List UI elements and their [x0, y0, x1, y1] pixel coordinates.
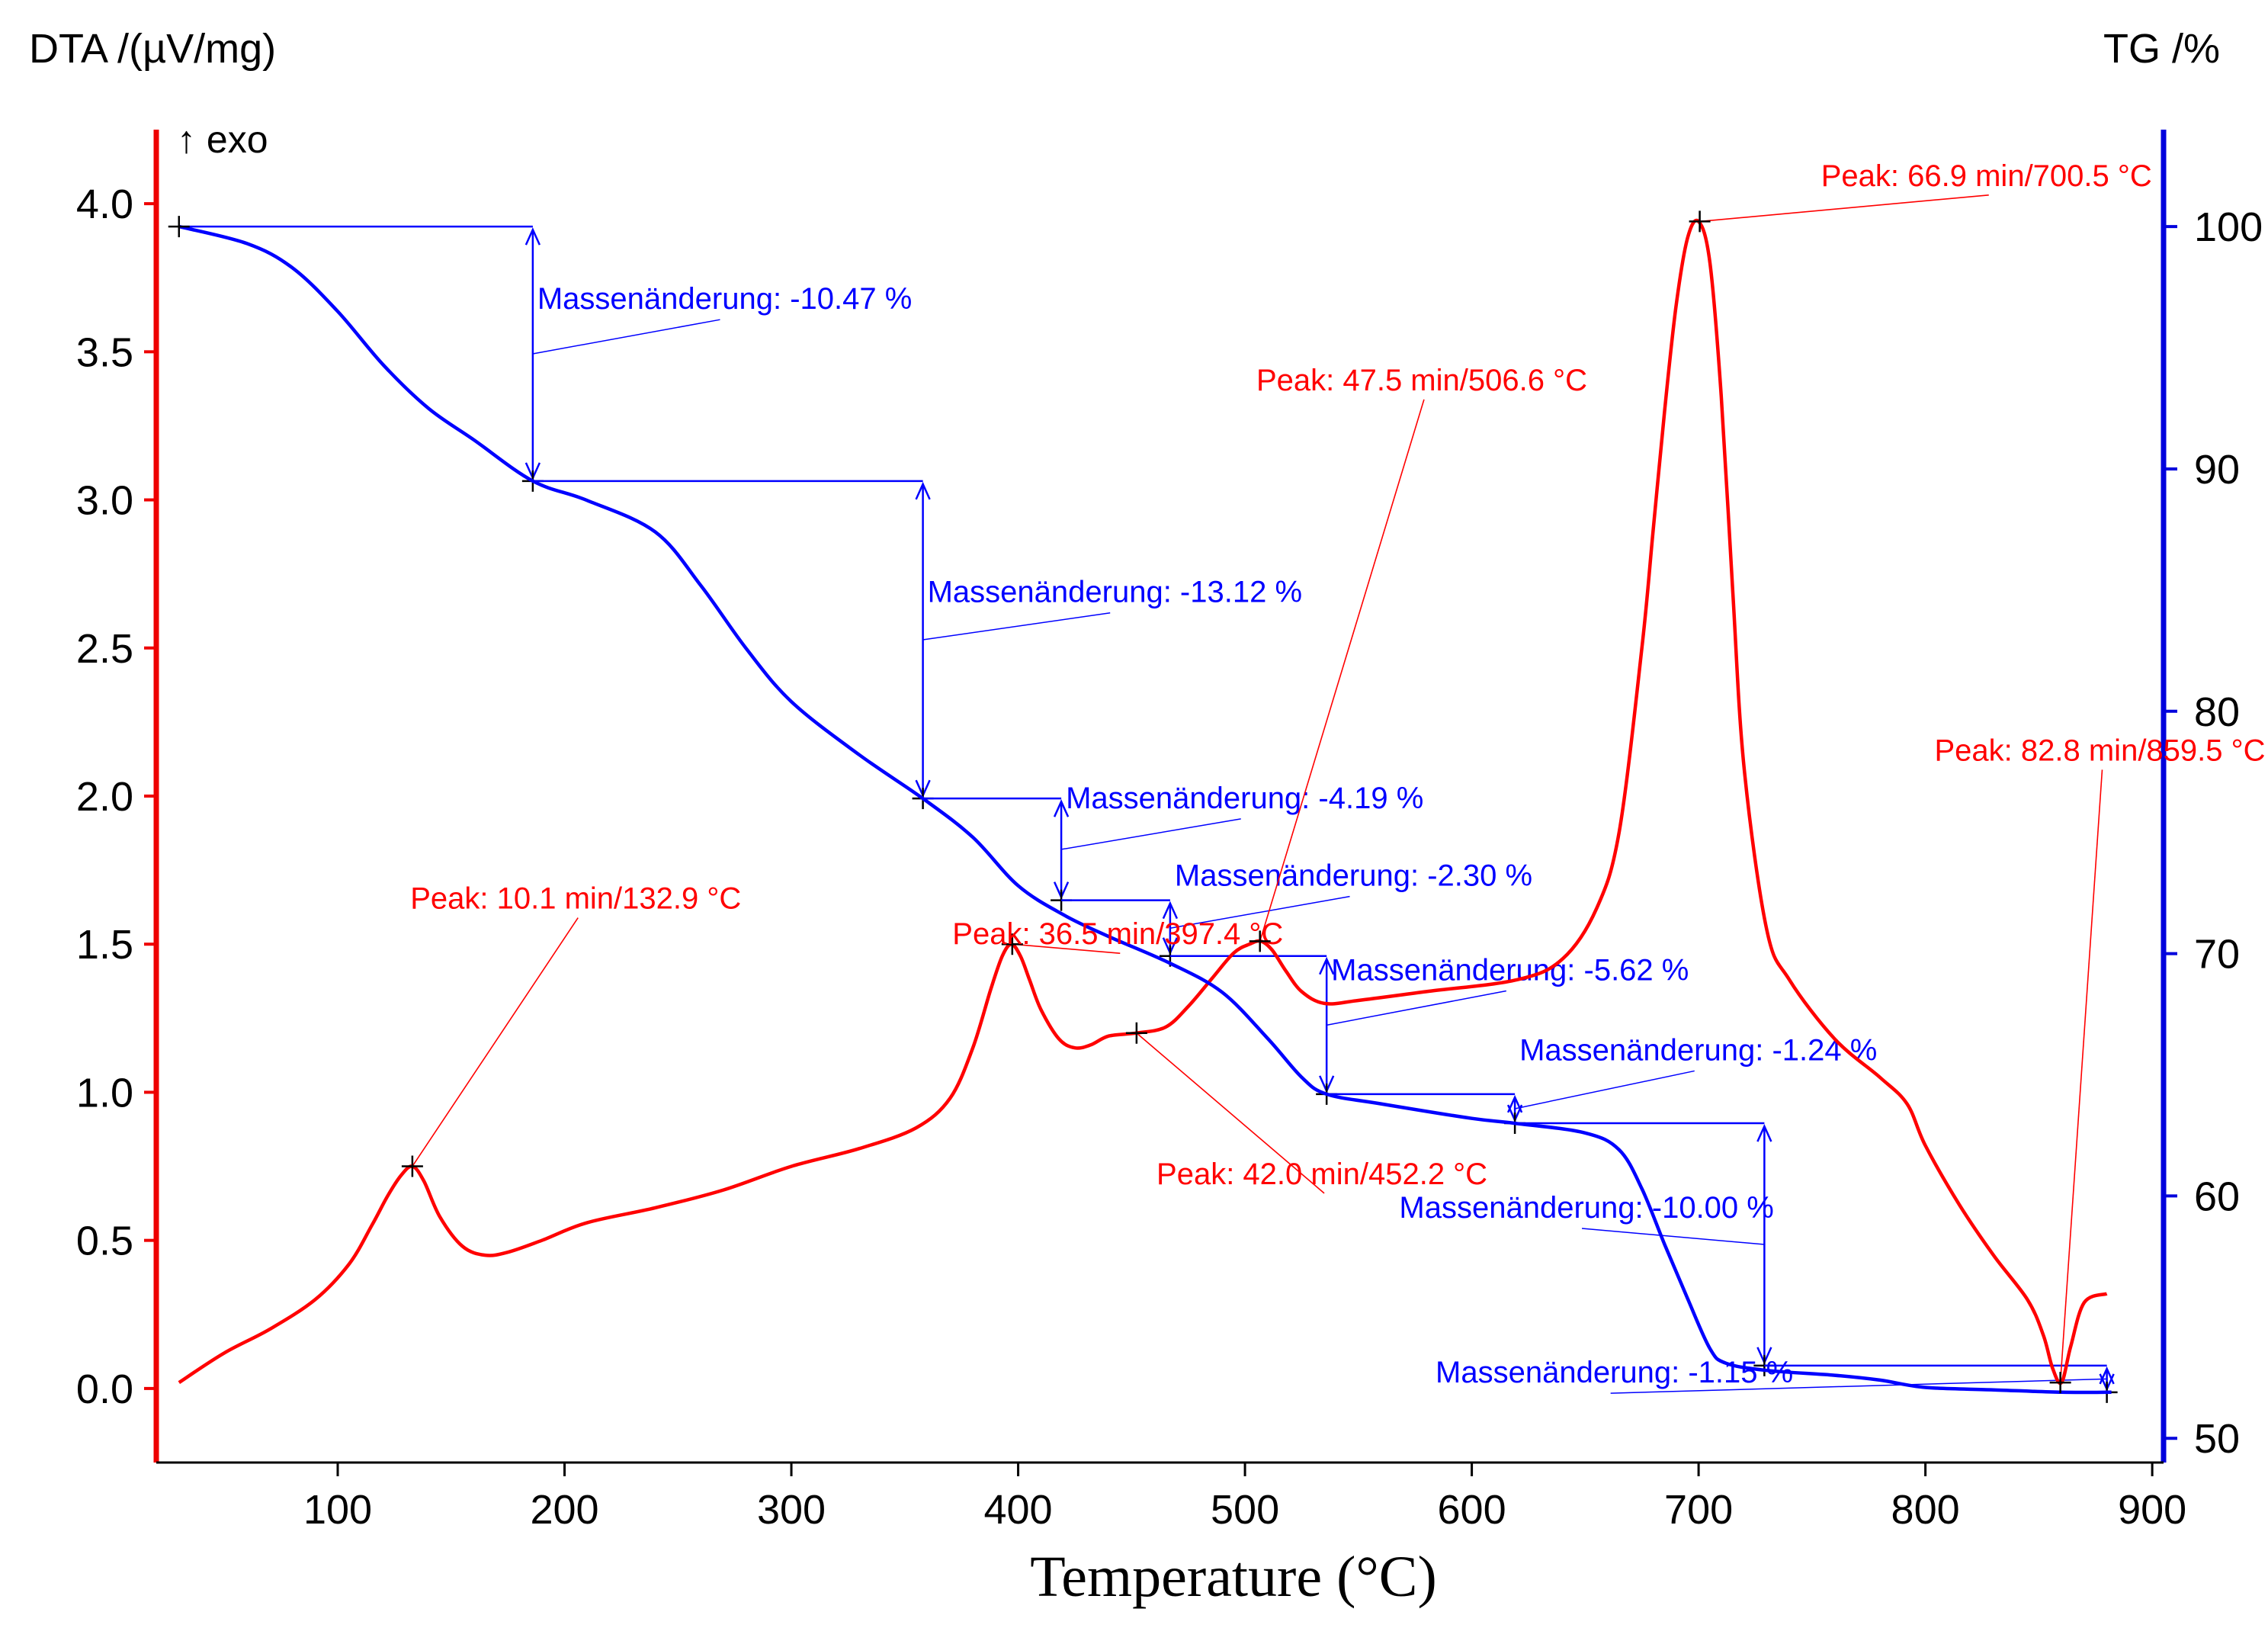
peak-leader [1259, 399, 1425, 942]
peak-marker [1001, 933, 1023, 955]
right-tick-label: 90 [2194, 447, 2240, 493]
mass-change-label: Massenänderung: -10.47 % [537, 282, 912, 316]
x-axis-title: Temperature (°C) [1030, 1545, 1437, 1609]
peak-marker [1249, 930, 1271, 952]
peak-annotations: Peak: 10.1 min/132.9 °C Peak: 36.5 min/39… [401, 159, 2266, 1394]
mass-change-leader [922, 612, 1111, 641]
mass-change-leader [1326, 990, 1506, 1026]
peak-label: Peak: 47.5 min/506.6 °C [1256, 364, 1587, 397]
dta-curve [178, 218, 2108, 1386]
peak-label: Peak: 66.9 min/700.5 °C [1821, 159, 2152, 193]
right-tick-label: 70 [2194, 932, 2240, 978]
peak-marker [1125, 1022, 1147, 1044]
peak-leader [1136, 1032, 1325, 1194]
mass-change-label: Massenänderung: -1.24 % [1519, 1033, 1877, 1067]
x-tick-label: 300 [757, 1487, 826, 1533]
mass-change-arrowhead [915, 481, 931, 500]
left-tick-label: 1.0 [76, 1070, 133, 1116]
right-tick-label: 80 [2194, 689, 2240, 735]
left-tick-label: 2.0 [76, 774, 133, 820]
left-tick-label: 4.0 [76, 181, 133, 227]
exo-label: ↑ exo [177, 118, 268, 161]
peak-leader [1012, 943, 1121, 955]
peak-label: Peak: 42.0 min/452.2 °C [1156, 1158, 1487, 1191]
peak-label: Peak: 10.1 min/132.9 °C [410, 882, 741, 916]
mass-change-label: Massenänderung: -4.19 % [1066, 782, 1423, 815]
left-axis-ticks: 0.0 0.5 1.0 1.5 2.0 2.5 3.0 3.5 4.0 [76, 181, 156, 1412]
peak-marker [401, 1155, 423, 1177]
mass-change-arrowhead [524, 227, 541, 246]
peak-marker [1689, 210, 1711, 233]
data-series [168, 216, 2112, 1395]
x-tick-label: 400 [983, 1487, 1052, 1533]
peak-leader [2059, 769, 2103, 1383]
mass-change-label: Massenänderung: -2.30 % [1175, 859, 1532, 893]
peak-marker [2049, 1372, 2071, 1394]
mass-change-arrowhead [1162, 901, 1179, 920]
mass-change-arrowhead [1053, 799, 1070, 817]
left-tick-label: 3.5 [76, 329, 133, 375]
mass-change-arrowhead [1319, 956, 1335, 975]
x-tick-label: 600 [1438, 1487, 1506, 1533]
left-tick-label: 1.5 [76, 922, 133, 968]
left-tick-label: 2.5 [76, 626, 133, 672]
tg-curve [178, 224, 2112, 1395]
x-tick-label: 700 [1664, 1487, 1733, 1533]
right-tick-label: 60 [2194, 1174, 2240, 1219]
x-axis-ticks: 100 200 300 400 500 600 700 800 900 [303, 1463, 2186, 1533]
mass-change-leader [1514, 1070, 1695, 1109]
mass-change-leader [1169, 895, 1350, 929]
right-axis-ticks: 50 60 70 80 90 100 [2164, 204, 2263, 1462]
peak-leader [1699, 194, 1989, 223]
right-tick-label: 50 [2194, 1416, 2240, 1462]
mass-change-leader [1581, 1228, 1765, 1245]
left-tick-label: 0.0 [76, 1366, 133, 1412]
peak-leader [412, 917, 579, 1167]
mass-change-label: Massenänderung: -10.00 % [1399, 1191, 1773, 1225]
mass-change-arrowhead [1756, 1124, 1772, 1142]
x-tick-label: 800 [1891, 1487, 1960, 1533]
mass-change-leader [532, 319, 720, 355]
peak-label: Peak: 36.5 min/397.4 °C [952, 917, 1283, 951]
right-axis-title: TG /% [2103, 26, 2220, 72]
left-axis-title: DTA /(µV/mg) [29, 26, 276, 72]
right-tick-label: 100 [2194, 204, 2263, 250]
left-tick-label: 0.5 [76, 1219, 133, 1264]
mass-change-label: Massenänderung: -13.12 % [928, 576, 1302, 609]
x-tick-label: 900 [2118, 1487, 2186, 1533]
x-tick-label: 500 [1211, 1487, 1279, 1533]
tg-start-marker [168, 216, 190, 238]
mass-change-leader [1610, 1378, 2107, 1394]
x-tick-label: 200 [530, 1487, 598, 1533]
left-tick-label: 3.0 [76, 478, 133, 524]
mass-change-label: Massenänderung: -1.15 % [1436, 1356, 1793, 1389]
peak-label: Peak: 82.8 min/859.5 °C [1935, 734, 2266, 767]
mass-change-leader [1060, 818, 1241, 850]
x-tick-label: 100 [303, 1487, 372, 1533]
